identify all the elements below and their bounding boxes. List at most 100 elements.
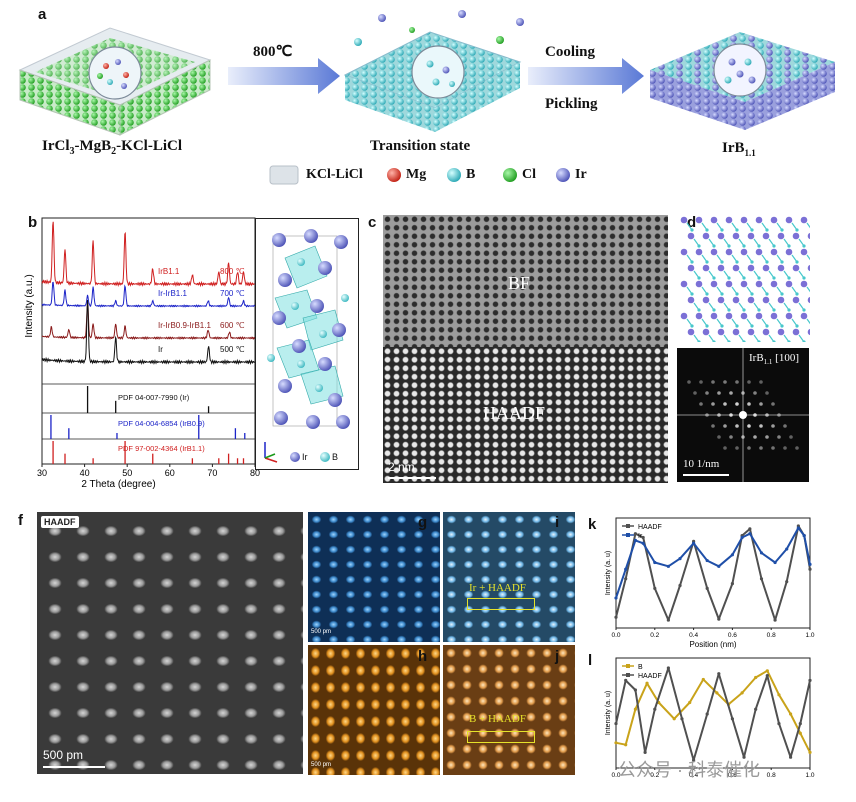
fft-spot <box>711 402 715 406</box>
lattice-b-atom <box>795 260 799 264</box>
fft-spot <box>739 411 747 419</box>
line-profile-chart-ir: HAADF Ir 0.0 0.2 0.4 0.6 0.8 1.0 Position (nm) In… <box>605 517 815 649</box>
lattice-b-atom <box>735 228 739 232</box>
profile-point <box>796 526 800 530</box>
lattice-ir-atom <box>777 264 785 272</box>
lattice-ir-atom <box>800 312 808 320</box>
lattice-b-atom <box>735 324 739 328</box>
lattice-ir-atom <box>695 216 703 224</box>
fft-spot <box>771 402 775 406</box>
lattice-b-atom <box>690 228 694 232</box>
lattice-ir-atom <box>710 280 718 288</box>
lattice-b-atom <box>750 228 754 232</box>
fft-spot <box>687 380 691 384</box>
profile-xlabel: Position (nm) <box>689 640 736 649</box>
profile-point <box>653 586 657 590</box>
lattice-ir-atom <box>687 264 695 272</box>
lattice-ir-atom <box>755 216 763 224</box>
fft-spot <box>789 435 793 439</box>
fft-spot <box>747 380 751 384</box>
lattice-b-atom <box>787 244 791 248</box>
lattice-b-atom <box>690 324 694 328</box>
fft-spot <box>747 424 751 428</box>
panel-label-a: a <box>38 6 47 23</box>
profile-legend-label: HAADF <box>638 673 662 680</box>
profile-tick-label: 0.6 <box>728 772 737 779</box>
lattice-ir-atom <box>755 312 763 320</box>
profile-point <box>701 677 705 682</box>
lattice-ir-atom <box>710 312 718 320</box>
legend-cl: Cl <box>522 167 536 182</box>
profile-tick-label: 0.8 <box>767 632 776 639</box>
fft-spot <box>747 446 751 450</box>
lattice-ir-atom <box>792 232 800 240</box>
fft-spot <box>747 402 751 406</box>
lattice-b-atom <box>765 228 769 232</box>
lattice-ir-atom <box>807 232 810 240</box>
lattice-b-atom <box>712 244 716 248</box>
profile-point <box>633 707 637 711</box>
lattice-b-atom <box>690 292 694 296</box>
profile-point <box>666 564 670 568</box>
profile-point <box>643 750 647 754</box>
step2-label-bottom: Pickling <box>545 96 598 112</box>
lattice-b-atom <box>712 276 716 280</box>
profile-point <box>705 586 709 590</box>
lattice-ir-atom <box>732 264 740 272</box>
xrd-ref-label: PDF 04-004-6854 (IrB0.9) <box>118 419 205 428</box>
lattice-b-atom <box>757 308 761 312</box>
ir-map-image: 500 pm <box>308 512 440 642</box>
lattice-ir-atom <box>755 248 763 256</box>
lattice-ir-atom <box>807 296 810 304</box>
lattice-b-atom <box>787 276 791 280</box>
profile-point <box>633 532 637 536</box>
lattice-ir-atom <box>792 264 800 272</box>
fft-spot <box>741 391 745 395</box>
lattice-b-atom <box>712 340 716 342</box>
lattice-ir-atom <box>770 248 778 256</box>
fft-spot <box>759 446 763 450</box>
xrd-trace <box>41 302 256 341</box>
xrd-ref-label: PDF 97-002-4364 (IrB1.1) <box>118 444 205 453</box>
profile-series-line <box>615 526 811 599</box>
profile-ylabel: Intensity (a. u) <box>605 551 612 595</box>
process-arrow-2 <box>528 58 644 94</box>
panel-label-l: l <box>588 652 593 669</box>
profile-legend-label: Ir <box>638 533 643 540</box>
xrd-trace-label: Ir <box>158 345 163 354</box>
lattice-b-atom <box>802 276 806 280</box>
lattice-ir-atom <box>695 312 703 320</box>
profile-point <box>717 672 721 676</box>
fft-spot <box>711 380 715 384</box>
profile-point <box>645 681 649 685</box>
lattice-ir-atom <box>695 248 703 256</box>
fft-spot <box>753 435 757 439</box>
profile-point <box>748 527 752 531</box>
lattice-b-atom <box>742 244 746 248</box>
kcl-licl-legend-swatch <box>269 165 299 185</box>
profile-series-line <box>615 669 811 753</box>
lattice-ir-atom <box>762 232 770 240</box>
profile-point <box>614 741 618 745</box>
fft-spot <box>699 380 703 384</box>
lattice-ir-atom <box>792 296 800 304</box>
fft-spot <box>777 413 781 417</box>
b-map-image: 500 pm <box>308 645 440 775</box>
lattice-b-atom <box>735 260 739 264</box>
fft-image: IrB1.1 [100] 10 1/nm <box>677 348 809 482</box>
fft-spot <box>771 424 775 428</box>
profile-tick-label: 0.0 <box>611 632 620 639</box>
fft-spot <box>717 391 721 395</box>
lattice-ir-atom <box>800 216 808 224</box>
lattice-ir-atom <box>777 232 785 240</box>
lattice-b-atom <box>697 340 701 342</box>
lattice-b-atom <box>720 260 724 264</box>
profile-frame <box>615 657 811 769</box>
xrd-ylabel: Intensity (a.u.) <box>24 274 35 337</box>
lattice-b-atom <box>690 260 694 264</box>
profile-point <box>614 615 618 619</box>
lattice-b-atom <box>720 292 724 296</box>
xrd-trace <box>41 281 256 308</box>
lattice-ir-atom <box>747 296 755 304</box>
lattice-ir-atom <box>770 216 778 224</box>
